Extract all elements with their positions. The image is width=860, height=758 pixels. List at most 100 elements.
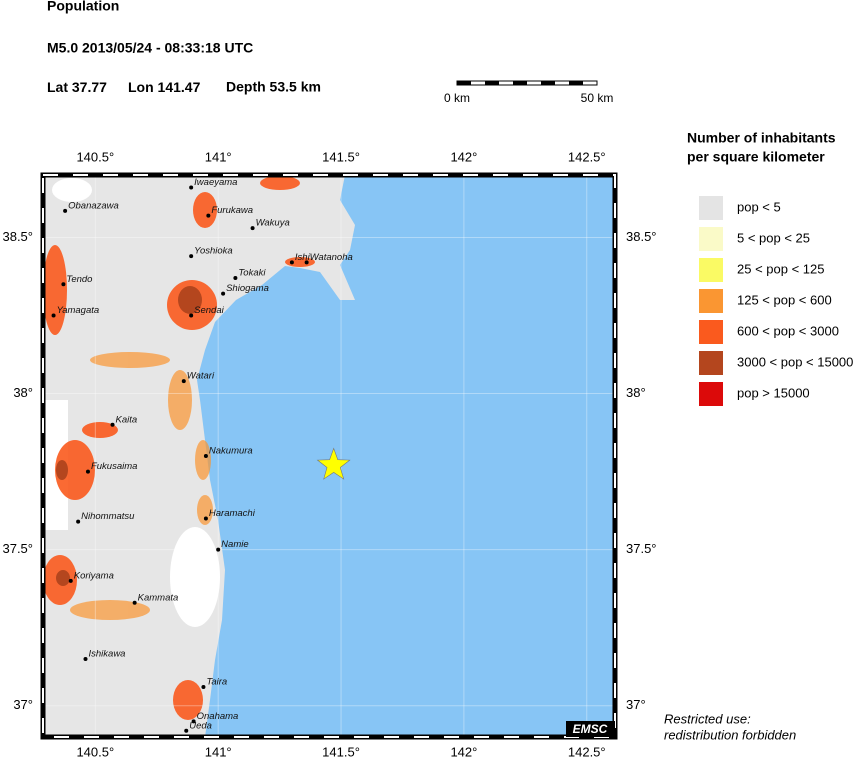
title: Population xyxy=(47,0,119,14)
event: M5.0 2013/05/24 - 08:33:18 UTC xyxy=(47,40,253,56)
city-label: Watari xyxy=(187,371,215,382)
city-dot xyxy=(68,578,73,583)
frame-ticks xyxy=(42,174,616,738)
map xyxy=(43,175,615,737)
legend-swatch xyxy=(699,351,723,375)
lon: Lon 141.47 xyxy=(128,79,201,95)
x-tick-label: 140.5° xyxy=(76,744,114,758)
x-tick-label: 141° xyxy=(205,149,232,164)
x-tick-label: 140.5° xyxy=(76,149,114,164)
legend-label: 3000 < pop < 15000 xyxy=(737,354,853,369)
x-tick-label: 141° xyxy=(205,744,232,758)
city-dot xyxy=(201,685,206,690)
legend-swatch xyxy=(699,227,723,251)
scale-start: 0 km xyxy=(444,91,470,105)
y-tick-label: 38.5° xyxy=(2,229,33,244)
city-label: Tendo xyxy=(66,274,92,285)
city-label: Iwaeyama xyxy=(194,177,237,188)
x-tick-label: 142.5° xyxy=(568,744,606,758)
legend-title: per square kilometer xyxy=(687,149,825,165)
x-tick-label: 142° xyxy=(450,149,477,164)
grid xyxy=(43,175,615,737)
y-tick-label: 37.5° xyxy=(2,541,33,556)
lon-value: 141.47 xyxy=(158,79,201,95)
city-label: Fukusaima xyxy=(91,461,137,472)
city-dot xyxy=(110,422,115,427)
city-dot xyxy=(191,719,196,724)
city-label: Nihommatsu xyxy=(81,511,135,522)
legend-swatch xyxy=(699,320,723,344)
legend-title: Number of inhabitants xyxy=(687,130,836,146)
city-label: Wakuya xyxy=(256,218,290,229)
y-tick-label: 38° xyxy=(13,385,33,400)
y-tick-label: 37° xyxy=(13,697,33,712)
city-dot xyxy=(233,276,238,281)
lat-label: Lat xyxy=(47,79,68,95)
city-label: Furukawa xyxy=(211,205,253,216)
city-dot xyxy=(132,600,137,605)
lon-label: Lon xyxy=(128,79,154,95)
city-label: Tokaki xyxy=(238,268,266,279)
legend-swatch xyxy=(699,289,723,313)
notice: Restricted use: xyxy=(664,711,751,726)
city-label: Haramachi xyxy=(209,508,256,519)
city-label: Yamagata xyxy=(57,305,100,316)
city-dot xyxy=(221,291,226,296)
x-tick-label: 142° xyxy=(450,744,477,758)
city-dot xyxy=(51,313,56,318)
legend-swatch xyxy=(699,258,723,282)
city-label: Ishi xyxy=(295,252,311,263)
city-dot xyxy=(250,226,255,231)
city-dot xyxy=(189,185,194,190)
city-dot xyxy=(76,519,81,524)
city-dot xyxy=(83,656,88,661)
city-label: Kaita xyxy=(116,414,138,425)
x-tick-label: 141.5° xyxy=(322,744,360,758)
legend-swatch xyxy=(699,382,723,406)
city-dot xyxy=(189,313,194,318)
city-dot xyxy=(189,254,194,259)
city-label: Shiogama xyxy=(226,283,269,294)
y-tick-label: 38.5° xyxy=(626,229,657,244)
city-dot xyxy=(184,728,189,733)
city-label: Koriyama xyxy=(74,570,114,581)
city-label: Taira xyxy=(206,677,227,688)
credit: EMSC xyxy=(573,722,608,736)
x-tick-label: 141.5° xyxy=(322,149,360,164)
legend-label: pop < 5 xyxy=(737,199,781,214)
scale-bar xyxy=(456,80,598,86)
city-dot xyxy=(203,516,208,521)
city-label: Obanazawa xyxy=(68,200,119,211)
epicenter xyxy=(316,447,351,480)
city-label: Sendai xyxy=(194,305,224,316)
x-tick-label: 142.5° xyxy=(568,149,606,164)
city-dot xyxy=(63,208,68,213)
city-label: Nakumura xyxy=(209,446,253,457)
notice: redistribution forbidden xyxy=(664,727,796,742)
city-label: Watanoha xyxy=(310,252,353,263)
legend-swatch xyxy=(699,196,723,220)
city-label: Yoshioka xyxy=(194,246,233,257)
credit-box xyxy=(566,721,615,737)
legend-label: 25 < pop < 125 xyxy=(737,261,824,276)
city-label: Kammata xyxy=(138,592,179,603)
legend-label: 5 < pop < 25 xyxy=(737,230,810,245)
city-label: Onahama xyxy=(197,711,239,722)
y-tick-label: 38° xyxy=(626,385,646,400)
city-label: Namie xyxy=(221,539,248,550)
city-label: Ueda xyxy=(189,720,212,731)
legend-label: pop > 15000 xyxy=(737,385,810,400)
y-tick-label: 37° xyxy=(626,697,646,712)
city-dot xyxy=(304,260,309,265)
city-label: Ishikawa xyxy=(89,648,126,659)
city-dot xyxy=(289,260,294,265)
y-tick-label: 37.5° xyxy=(626,541,657,556)
legend-label: 125 < pop < 600 xyxy=(737,292,832,307)
legend-label: 600 < pop < 3000 xyxy=(737,323,839,338)
lat: Lat 37.77 xyxy=(47,79,107,95)
lat-value: 37.77 xyxy=(72,79,107,95)
city-dot xyxy=(203,454,208,458)
city-dot xyxy=(216,547,221,552)
city-dot xyxy=(61,282,66,287)
